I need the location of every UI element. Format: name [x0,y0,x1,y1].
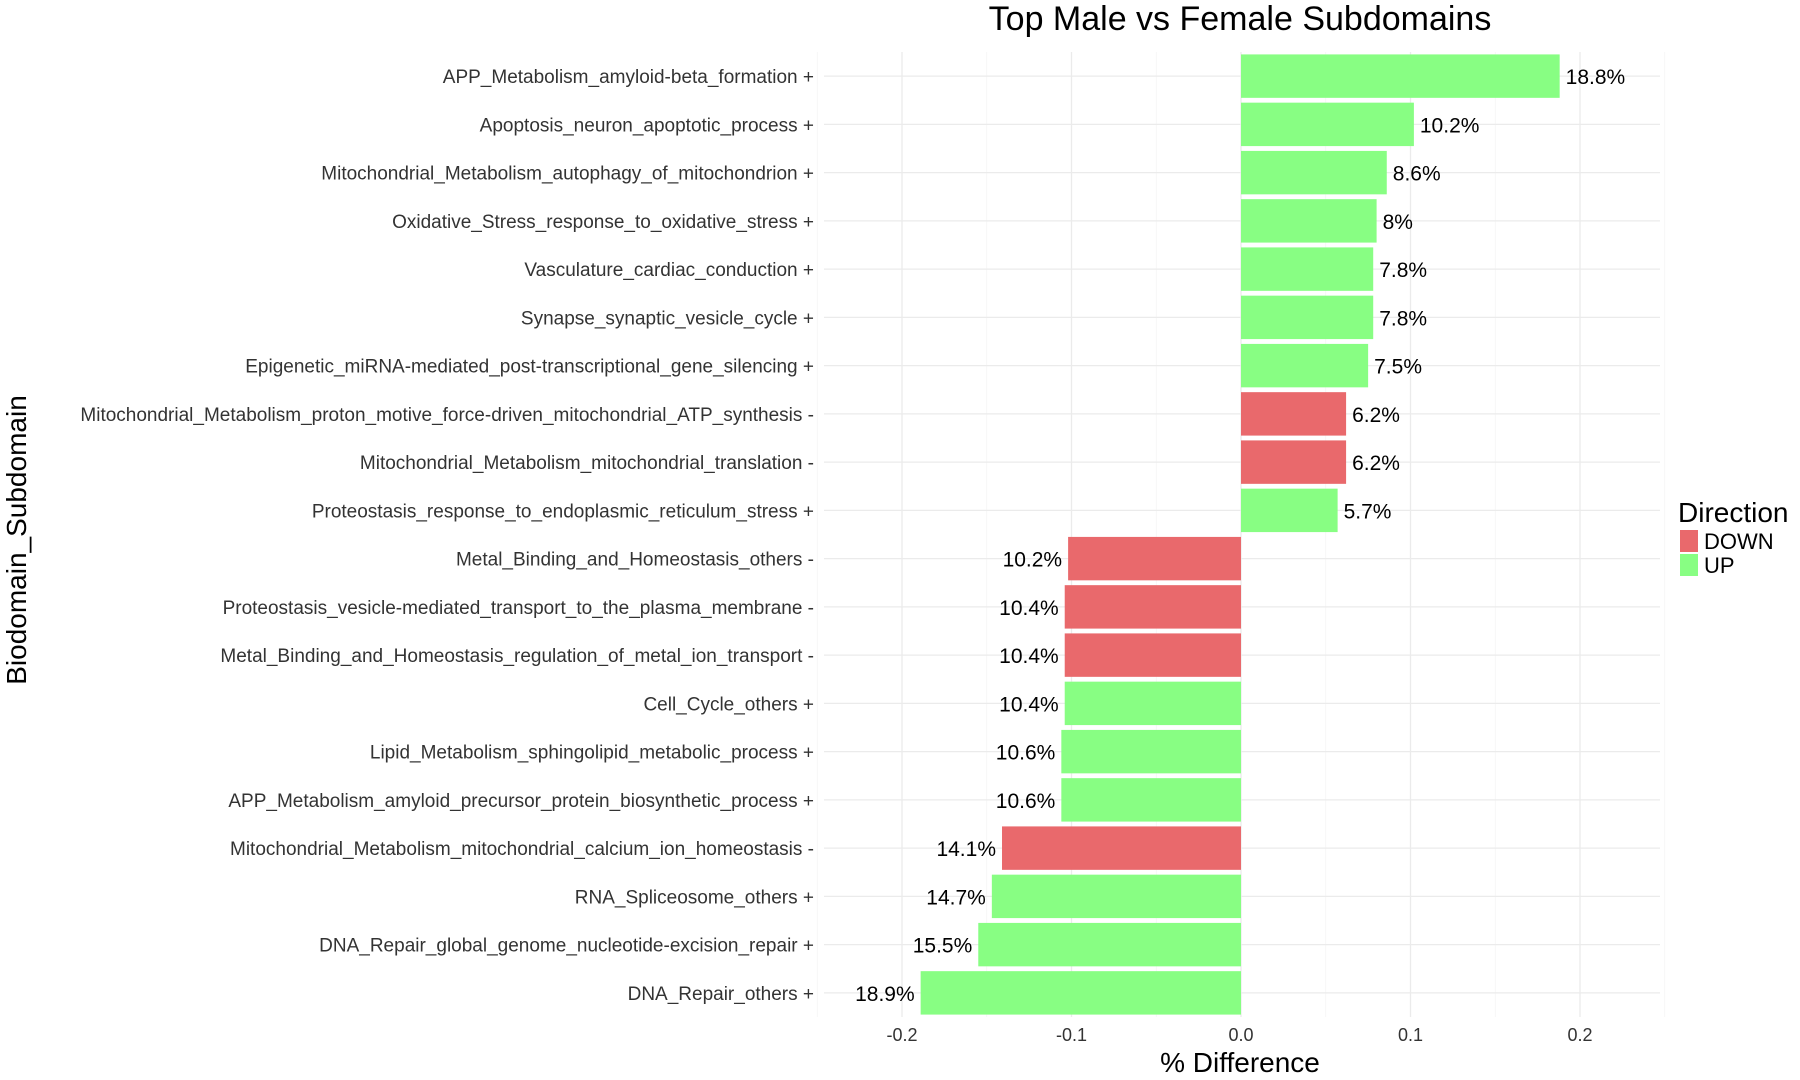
chart-title: Top Male vs Female Subdomains [989,0,1492,38]
legend-swatch-down [1680,530,1698,552]
category-label: APP_Metabolism_amyloid_precursor_protein… [228,791,814,812]
x-tick-label: 0.0 [1228,1025,1253,1045]
bar-value-label: 6.2% [1352,452,1400,475]
bar-value-label: 10.4% [999,693,1059,716]
x-tick-label: -0.1 [1056,1025,1087,1045]
category-label: Proteostasis_response_to_endoplasmic_ret… [312,501,814,522]
category-label: Vasculature_cardiac_conduction + [524,260,814,281]
category-label: Proteostasis_vesicle-mediated_transport_… [223,598,814,619]
bar [1241,343,1369,388]
category-label: Synapse_synaptic_vesicle_cycle + [521,308,814,329]
category-label: Metal_Binding_and_Homeostasis_others - [456,550,814,571]
bar [1061,778,1241,822]
bar-value-label: 15.5% [913,935,973,958]
bar [1061,729,1241,774]
bar-value-label: 5.7% [1344,500,1392,523]
bar [1241,440,1347,484]
bar-value-label: 10.6% [996,742,1056,765]
bar-value-label: 14.7% [926,886,986,909]
bar-value-label: 10.4% [999,645,1059,668]
category-label: Metal_Binding_and_Homeostasis_regulation… [220,646,814,667]
bar [1241,199,1377,243]
bar [1068,536,1241,581]
bar-value-label: 8% [1383,211,1413,234]
category-label: Oxidative_Stress_response_to_oxidative_s… [392,212,814,233]
category-label: Lipid_Metabolism_sphingolipid_metabolic_… [370,743,814,764]
bar-value-label: 14.1% [936,838,996,861]
legend: Direction DOWN UP [1678,497,1788,578]
category-label: Mitochondrial_Metabolism_autophagy_of_mi… [321,164,814,185]
bar-value-label: 7.8% [1379,259,1427,282]
bar [978,922,1241,967]
x-tick-labels: -0.2 -0.1 0.0 0.1 0.2 [886,1025,1592,1045]
bar-value-label: 7.5% [1374,356,1422,379]
bar-value-label: 7.8% [1379,307,1427,330]
bar [991,874,1241,919]
category-label: APP_Metabolism_amyloid-beta_formation + [443,67,814,88]
bar [1064,633,1241,677]
bar [1241,247,1374,291]
legend-label-down: DOWN [1704,529,1774,554]
bar-value-label: 18.8% [1566,66,1626,89]
bar [1064,585,1241,629]
category-label: DNA_Repair_global_genome_nucleotide-exci… [319,936,814,957]
bar-value-label: 10.2% [1003,549,1063,572]
x-tick-label: -0.2 [886,1025,917,1045]
bar-value-label: 8.6% [1393,163,1441,186]
grid-lines [816,52,1666,1017]
category-label: Mitochondrial_Metabolism_mitochondrial_c… [230,839,814,860]
bar-value-label: 10.4% [999,597,1059,620]
bar-value-label: 18.9% [855,983,915,1006]
legend-label-up: UP [1704,553,1735,578]
bar [1241,295,1374,340]
category-label: Epigenetic_miRNA-mediated_post-transcrip… [245,357,814,378]
legend-title: Direction [1678,497,1788,528]
legend-swatch-up [1680,554,1698,576]
bar [1241,392,1347,436]
bar-value-label: 10.6% [996,790,1056,813]
category-label: Mitochondrial_Metabolism_mitochondrial_t… [360,453,814,474]
x-tick-label: 0.2 [1567,1025,1592,1045]
x-axis-title: % Difference [1160,1047,1320,1078]
bar [1241,488,1338,533]
bar-value-label: 6.2% [1352,404,1400,427]
category-labels: APP_Metabolism_amyloid-beta_formation + A… [80,67,814,1005]
y-axis-title: Biodomain_Subdomain [1,395,32,685]
bar [1241,102,1414,147]
category-label: Cell_Cycle_others + [643,694,814,715]
bar-value-label: 10.2% [1420,114,1480,137]
category-label: RNA_Spliceosome_others + [575,887,814,908]
bar [1241,150,1387,195]
bar [920,971,1241,1015]
bar [1002,826,1241,870]
bar-value-labels: 18.8% 10.2% 8.6% 8% 7.8% 7.8% 7.5% 6.2% 6.2% 5.7%… [855,66,1625,1006]
category-label: DNA_Repair_others + [628,984,814,1005]
bars [920,54,1560,1015]
category-label: Apoptosis_neuron_apoptotic_process + [480,115,814,136]
x-tick-label: 0.1 [1398,1025,1423,1045]
bar [1064,681,1241,726]
bar [1241,54,1560,98]
category-label: Mitochondrial_Metabolism_proton_motive_f… [80,405,814,426]
